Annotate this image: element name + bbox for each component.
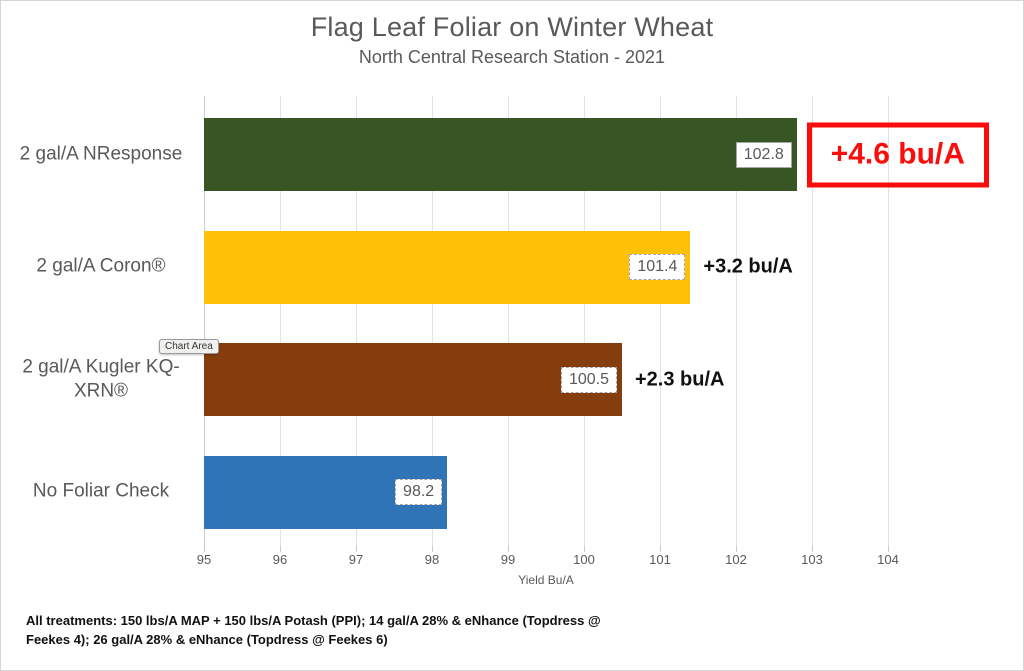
axis-tickmark xyxy=(736,546,737,552)
bar-3[interactable]: 98.2 xyxy=(204,455,448,529)
gridline xyxy=(660,96,661,546)
x-tick-label[interactable]: 96 xyxy=(272,552,288,567)
x-axis-title[interactable]: Yield Bu/A xyxy=(518,573,574,587)
x-tick-label[interactable]: 102 xyxy=(725,552,747,567)
x-tick-label[interactable]: 99 xyxy=(500,552,516,567)
category-label-2[interactable]: 2 gal/A Kugler KQ-XRN® xyxy=(22,355,180,402)
gridline xyxy=(888,96,889,546)
category-label-3[interactable]: No Foliar Check xyxy=(32,480,170,502)
x-tick-label[interactable]: 97 xyxy=(348,552,364,567)
category-label-1[interactable]: 2 gal/A Coron® xyxy=(36,255,166,277)
bar-value-label-0[interactable]: 102.8 xyxy=(735,141,792,168)
bar-value-label-2[interactable]: 100.5 xyxy=(560,366,617,393)
annotation[interactable]: +2.3 bu/A xyxy=(635,368,725,390)
axis-tickmark xyxy=(508,546,509,552)
x-tick-label[interactable]: 103 xyxy=(801,552,823,567)
gridline xyxy=(812,96,813,546)
category-label-0[interactable]: 2 gal/A NResponse xyxy=(19,143,183,165)
axis-tickmark xyxy=(356,546,357,552)
axis-tickmark xyxy=(584,546,585,552)
gridline xyxy=(432,96,433,546)
footnote-line-2: Feekes 4); 26 gal/A 28% & eNhance (Topdr… xyxy=(26,631,388,647)
gridline xyxy=(508,96,509,546)
footnote: All treatments: 150 lbs/A MAP + 150 lbs/… xyxy=(26,612,601,650)
gridline xyxy=(280,96,281,546)
chart-title[interactable]: Flag Leaf Foliar on Winter Wheat xyxy=(310,12,714,42)
chart-area-tooltip: Chart Area xyxy=(159,339,219,354)
bar-0[interactable]: 102.8 xyxy=(204,118,797,191)
bar-value-label-1[interactable]: 101.4 xyxy=(629,254,686,280)
axis-tickmark xyxy=(812,546,813,552)
annotation[interactable]: +3.2 bu/A xyxy=(703,255,793,278)
axis-tickmark xyxy=(204,546,205,552)
x-tick-label[interactable]: 101 xyxy=(649,552,671,567)
axis-tickmark xyxy=(660,546,661,552)
gridline xyxy=(584,96,585,546)
x-tick-label[interactable]: 98 xyxy=(424,552,440,567)
annotation-highlighted[interactable]: +4.6 bu/A xyxy=(806,122,989,187)
value-axis-line xyxy=(204,96,205,546)
bar-1[interactable]: 101.4 xyxy=(204,230,691,304)
axis-tickmark xyxy=(432,546,433,552)
x-tick-label[interactable]: 95 xyxy=(196,552,212,567)
axis-tickmark xyxy=(280,546,281,552)
bar-value-label-3[interactable]: 98.2 xyxy=(395,479,443,505)
axis-tickmark xyxy=(888,546,889,552)
x-tick-label[interactable]: 104 xyxy=(877,552,899,567)
bar-2[interactable]: 100.5 xyxy=(204,343,622,416)
plot-area[interactable]: 102.8 +4.6 bu/A 101.4 +3.2 bu/A 100.5 +2.3 bu… xyxy=(204,96,989,552)
gridline xyxy=(356,96,357,546)
gridline xyxy=(736,96,737,546)
x-tick-label[interactable]: 100 xyxy=(573,552,595,567)
chart-subtitle[interactable]: North Central Research Station - 2021 xyxy=(358,47,666,67)
footnote-line-1: All treatments: 150 lbs/A MAP + 150 lbs/… xyxy=(26,613,601,628)
